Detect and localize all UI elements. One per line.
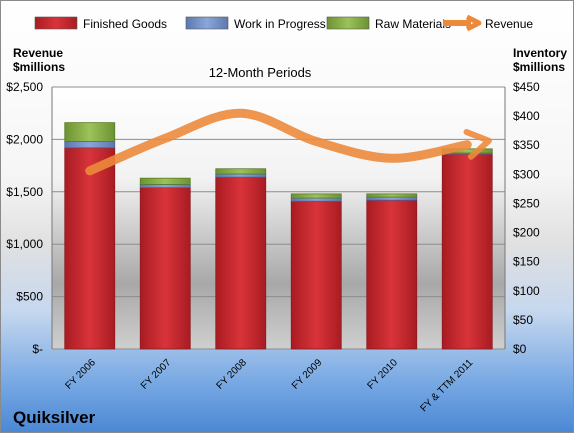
category-label: FY 2006 bbox=[63, 357, 98, 392]
left-tick-label: $2,000 bbox=[6, 132, 43, 146]
bar-work-in-progress bbox=[215, 173, 267, 178]
right-axis-label-line1: Inventory bbox=[513, 46, 567, 60]
revenue-series-line bbox=[85, 108, 472, 176]
bar-finished-goods bbox=[441, 153, 493, 350]
right-tick-label: $200 bbox=[513, 226, 540, 240]
bar-raw-materials bbox=[290, 193, 342, 199]
category-label: FY & TTM 2011 bbox=[418, 357, 475, 414]
left-axis-label-line2: $millions bbox=[13, 60, 65, 74]
chart-title: 12-Month Periods bbox=[209, 65, 312, 80]
legend-label: Finished Goods bbox=[83, 17, 167, 31]
legend-revenue-arrow bbox=[465, 14, 482, 32]
plot-area bbox=[52, 87, 505, 349]
right-tick-label: $0 bbox=[513, 342, 527, 356]
legend-label: Revenue bbox=[485, 17, 533, 31]
right-tick-label: $100 bbox=[513, 284, 540, 298]
category-label: FY 2007 bbox=[139, 357, 174, 392]
legend-label: Work in Progress bbox=[234, 17, 326, 31]
revenue-line bbox=[85, 108, 492, 176]
right-axis-label-line2: $millions bbox=[513, 60, 565, 74]
bar-raw-materials bbox=[64, 122, 116, 142]
left-tick-label: $500 bbox=[16, 290, 43, 304]
right-tick-label: $350 bbox=[513, 138, 540, 152]
bar-finished-goods bbox=[290, 200, 342, 350]
revenue-arrowhead bbox=[463, 129, 492, 160]
bar-finished-goods bbox=[64, 147, 116, 350]
bar-work-in-progress bbox=[290, 197, 342, 202]
bars bbox=[64, 122, 493, 350]
category-label: FY 2008 bbox=[214, 357, 249, 392]
legend-swatch bbox=[326, 16, 370, 30]
bar-raw-materials bbox=[139, 177, 191, 185]
left-axis-label-line1: Revenue bbox=[13, 46, 63, 60]
right-tick-label: $50 bbox=[513, 313, 533, 327]
legend-swatch bbox=[34, 16, 78, 30]
left-tick-label: $1,500 bbox=[6, 185, 43, 199]
right-tick-label: $300 bbox=[513, 167, 540, 181]
right-tick-label: $450 bbox=[513, 80, 540, 94]
bar-raw-materials bbox=[366, 193, 418, 198]
legend-swatch bbox=[185, 16, 229, 30]
bar-finished-goods bbox=[366, 199, 418, 350]
left-tick-label: $- bbox=[32, 342, 43, 356]
category-label: FY 2010 bbox=[365, 357, 400, 392]
left-tick-label: $2,500 bbox=[6, 80, 43, 94]
bar-work-in-progress bbox=[366, 196, 418, 201]
left-tick-label: $1,000 bbox=[6, 237, 43, 251]
legend-label: Raw Materials bbox=[375, 17, 451, 31]
bar-finished-goods bbox=[215, 176, 267, 350]
bar-raw-materials bbox=[215, 168, 267, 175]
gridlines bbox=[52, 86, 505, 350]
bar-finished-goods bbox=[139, 187, 191, 350]
bar-work-in-progress bbox=[64, 141, 116, 149]
right-tick-label: $150 bbox=[513, 255, 540, 269]
company-name: Quiksilver bbox=[13, 408, 96, 427]
legend: Finished Goods Work in Progress Raw Materi… bbox=[34, 14, 533, 32]
bar-work-in-progress bbox=[139, 184, 191, 189]
right-tick-label: $400 bbox=[513, 109, 540, 123]
category-label: FY 2009 bbox=[290, 357, 325, 392]
right-tick-label: $250 bbox=[513, 196, 540, 210]
